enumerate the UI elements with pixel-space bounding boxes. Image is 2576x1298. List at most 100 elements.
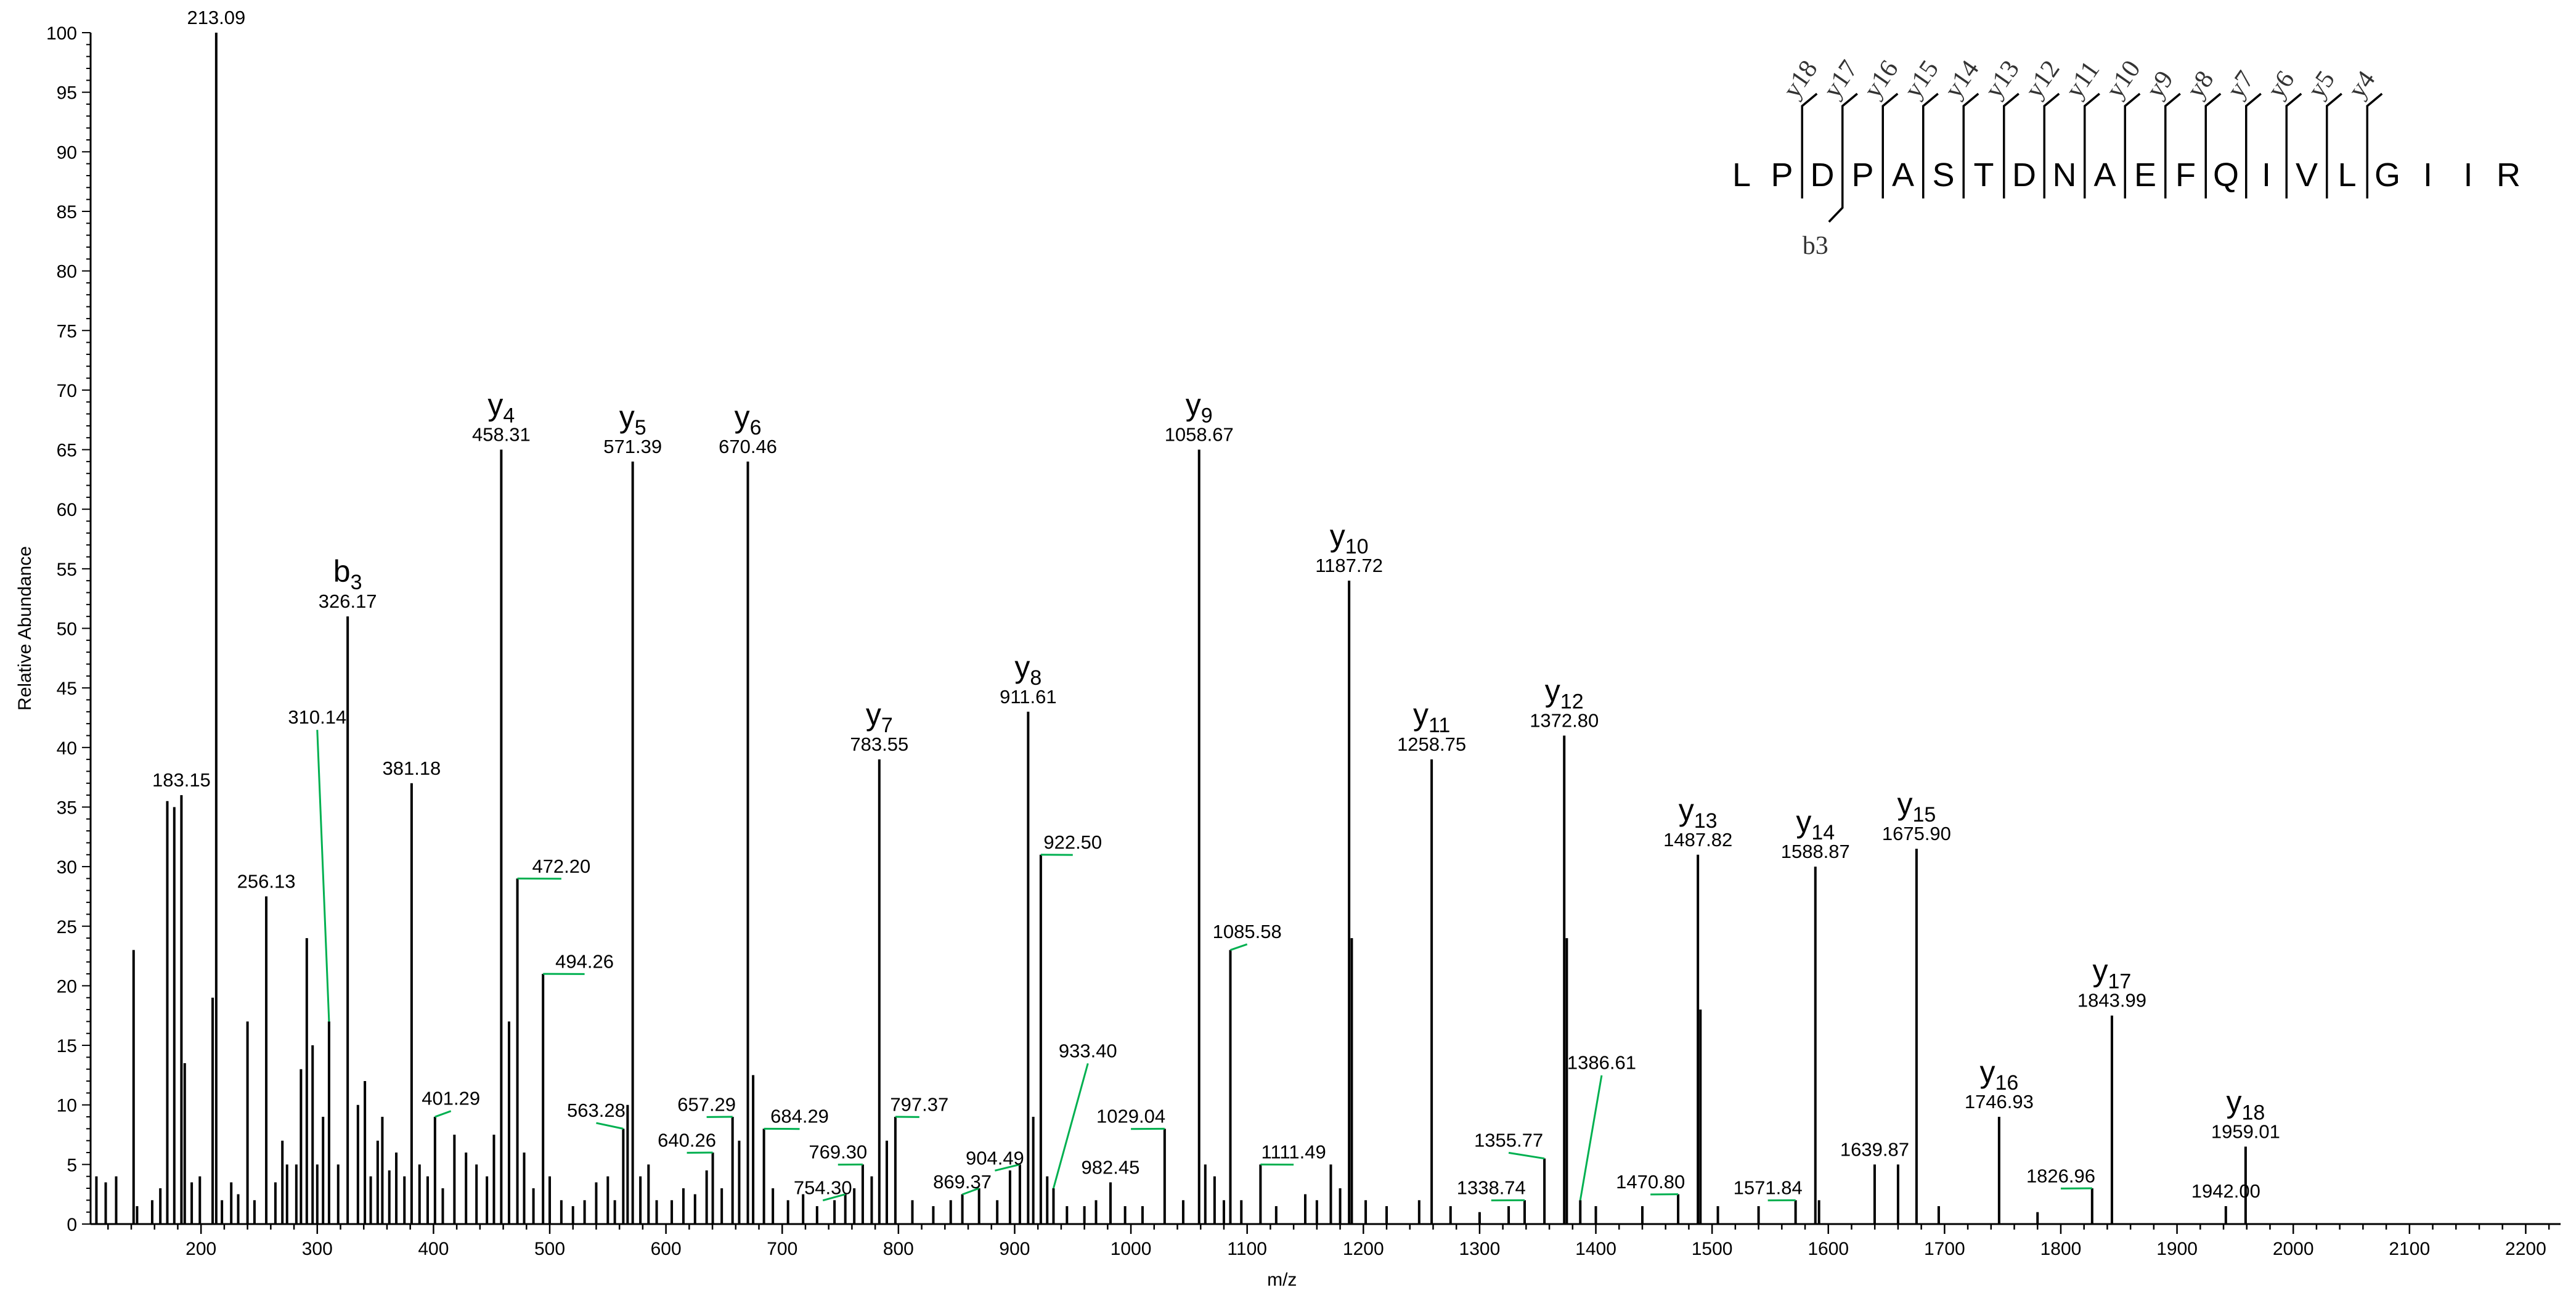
- ion-annotation: y11: [1413, 697, 1450, 737]
- x-tick-label: 200: [185, 1239, 216, 1259]
- y-ion-label: y8: [2182, 66, 2220, 104]
- y-tick-label: 25: [57, 917, 77, 937]
- leader-lines-layer: [316, 730, 2092, 1202]
- y-tick-label: 50: [57, 619, 77, 640]
- sequence-residue: G: [2374, 157, 2400, 194]
- peak-mz-label: 183.15: [152, 769, 211, 791]
- ion-annotation: y13: [1679, 793, 1718, 833]
- sequence-residue: N: [2053, 157, 2077, 194]
- peak-mz-label: 1187.72: [1315, 555, 1383, 576]
- y-ion-cleavage-mark: [2366, 92, 2383, 198]
- leader-line: [1053, 1063, 1089, 1189]
- y-ion-cleavage-mark: [2124, 92, 2141, 198]
- ion-annotation: y6: [735, 399, 762, 439]
- x-tick-label: 2000: [2273, 1239, 2314, 1259]
- y-ion-cleavage-mark: [1962, 92, 1979, 198]
- sequence-residue: A: [1892, 157, 1914, 194]
- peak-mz-label: 1639.87: [1840, 1138, 1909, 1160]
- y-tick-label: 45: [57, 679, 77, 699]
- y-tick-label: 40: [57, 738, 77, 759]
- y-tick-label: 60: [57, 500, 77, 520]
- y-ion-cleavage-mark: [2285, 92, 2302, 198]
- leader-line: [1230, 943, 1248, 951]
- y-ion-label: y10: [2101, 55, 2146, 104]
- peak-mz-label: 326.17: [319, 590, 377, 612]
- sequence-residue: P: [1771, 157, 1793, 194]
- ion-annotation: y14: [1796, 804, 1835, 844]
- peak-mz-label: 904.49: [966, 1147, 1024, 1169]
- sequence-residue: L: [1732, 157, 1751, 194]
- ion-annotation: y8: [1014, 650, 1041, 690]
- x-tick-label: 1200: [1343, 1239, 1384, 1259]
- leader-line: [1508, 1151, 1545, 1160]
- axes-layer: 200 300 400 500 600 700 800 900 1000 1100 1200 1300…: [46, 23, 2561, 1259]
- y-ion-label: y11: [2060, 56, 2105, 104]
- peak-mz-label: 494.26: [555, 950, 614, 972]
- sequence-residue: R: [2497, 157, 2521, 194]
- sequence-residue: D: [2012, 157, 2036, 194]
- x-tick-label: 1600: [1808, 1239, 1849, 1259]
- peak-mz-label: 458.31: [472, 424, 531, 446]
- sequence-residue: F: [2175, 157, 2196, 194]
- sequence-residue: I: [2423, 157, 2432, 194]
- y-ion-label: y13: [1979, 55, 2025, 104]
- x-tick-label: 1900: [2156, 1239, 2198, 1259]
- peak-mz-label: 1058.67: [1165, 424, 1234, 446]
- x-tick-label: 1500: [1692, 1239, 1733, 1259]
- ion-annotation: y4: [487, 388, 515, 428]
- x-tick-label: 1000: [1111, 1239, 1152, 1259]
- y-ion-label: y5: [2302, 66, 2341, 104]
- ion-annotation: b3: [333, 554, 362, 594]
- y-tick-label: 55: [57, 560, 77, 580]
- y-ion-label: y15: [1899, 55, 1944, 104]
- peak-mz-label: 1355.77: [1474, 1129, 1543, 1151]
- sequence-diagram: L P D P A S T D N A E F Q I V L G I I Ry18y17y16y15y14y13y1…: [1732, 55, 2521, 260]
- peak-mz-label: 1029.04: [1096, 1106, 1165, 1127]
- sequence-residue: I: [2463, 157, 2472, 194]
- sequence-residue: I: [2262, 157, 2271, 194]
- sequence-residue: E: [2134, 157, 2156, 194]
- leader-line: [1579, 1075, 1603, 1201]
- x-tick-label: 800: [883, 1239, 914, 1259]
- peak-mz-label: 684.29: [770, 1106, 829, 1127]
- b-ion-label: b3: [1803, 232, 1828, 260]
- peak-mz-label: 1258.75: [1397, 733, 1466, 755]
- y-ion-label: y6: [2262, 66, 2301, 104]
- peaks-layer: [95, 33, 2247, 1224]
- sequence-residue: S: [1932, 157, 1954, 194]
- leader-line: [316, 730, 330, 1022]
- leader-line: [962, 1187, 980, 1196]
- x-axis-title: m/z: [1267, 1270, 1297, 1290]
- leader-line: [995, 1163, 1021, 1172]
- y-ion-label: y16: [1859, 55, 1904, 104]
- x-tick-label: 500: [534, 1239, 565, 1259]
- leader-line: [596, 1122, 624, 1130]
- peak-mz-label: 783.55: [850, 733, 908, 755]
- y-tick-label: 100: [46, 23, 77, 44]
- peak-mz-label: 1386.61: [1567, 1052, 1636, 1074]
- sequence-residue: A: [2093, 157, 2116, 194]
- y-tick-label: 85: [57, 202, 77, 222]
- y-tick-label: 35: [57, 798, 77, 818]
- sequence-residue: L: [2338, 157, 2356, 194]
- peak-mz-label: 911.61: [1000, 686, 1057, 708]
- y-tick-label: 15: [57, 1036, 77, 1056]
- y-ion-label: y18: [1778, 55, 1824, 104]
- leader-line: [822, 1193, 846, 1202]
- x-tick-label: 1800: [2040, 1239, 2082, 1259]
- peak-mz-label: 213.09: [187, 7, 245, 28]
- y-ion-cleavage-mark: [2043, 92, 2060, 198]
- y-ion-label: y14: [1939, 55, 1985, 104]
- x-tick-label: 1400: [1575, 1239, 1616, 1259]
- peak-mz-label: 1085.58: [1213, 921, 1282, 942]
- y-ion-cleavage-mark: [1801, 92, 1818, 198]
- y-tick-label: 10: [57, 1096, 77, 1116]
- sequence-residue: V: [2296, 157, 2318, 194]
- y-ion-cleavage-mark: [1922, 92, 1939, 198]
- peak-mz-label: 670.46: [719, 436, 777, 457]
- x-tick-label: 700: [767, 1239, 797, 1259]
- peak-labels-layer: 213.09183.15256.13310.14326.17b3381.1840…: [152, 7, 2280, 1202]
- peak-mz-label: 563.28: [567, 1100, 626, 1121]
- leader-line: [434, 1110, 452, 1118]
